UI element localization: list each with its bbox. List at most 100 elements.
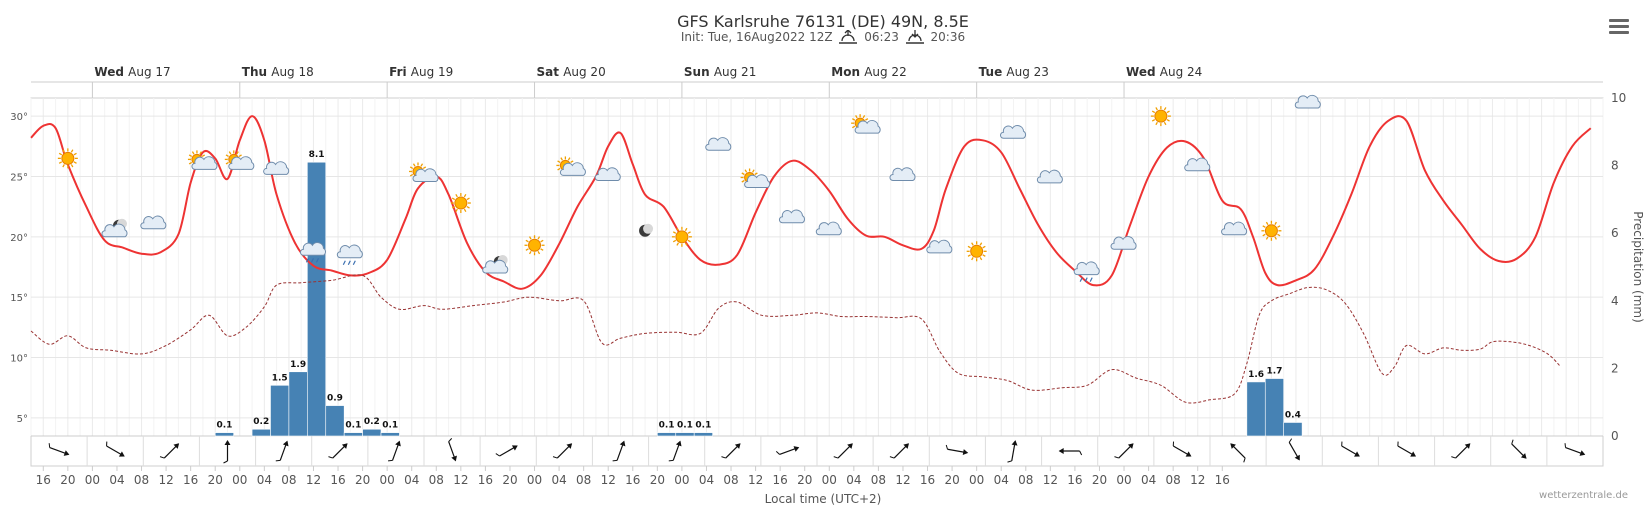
hour-tick-label: 12 xyxy=(748,473,763,487)
wind-arrow-icon xyxy=(1172,441,1192,457)
precip-value-label: 0.1 xyxy=(382,421,398,431)
dewpoint-line xyxy=(30,274,1561,404)
grid xyxy=(30,97,1604,467)
hour-tick-label: 00 xyxy=(822,473,837,487)
wind-arrow-icon xyxy=(388,440,401,462)
hour-tick-label: 16 xyxy=(183,473,198,487)
hamburger-menu-icon[interactable] xyxy=(1607,16,1631,36)
temp-tick-label: 25° xyxy=(10,172,28,183)
sun-icon xyxy=(1150,106,1171,127)
temp-tick-label: 10° xyxy=(10,354,28,365)
sun-cloud-icon xyxy=(740,168,771,188)
precip-value-label: 8.1 xyxy=(309,150,325,160)
hour-tick-label: 20 xyxy=(60,473,75,487)
chart-title: GFS Karlsruhe 76131 (DE) 49N, 8.5E xyxy=(677,12,969,31)
moon-cloud-icon xyxy=(101,218,128,238)
cloud-icon xyxy=(1000,125,1027,139)
cloud-icon xyxy=(926,239,953,254)
rain-cloud-icon xyxy=(336,244,363,265)
wind-arrow-icon xyxy=(1397,441,1417,457)
hour-tick-label: 08 xyxy=(576,473,591,487)
hour-tick-label: 04 xyxy=(1141,473,1156,487)
chart-subtitle: Init: Tue, 16Aug2022 12Z 06:23 20:36 xyxy=(0,29,1646,44)
precip-bar xyxy=(288,371,308,437)
precip-bar xyxy=(1264,378,1284,437)
wind-arrow-icon xyxy=(833,443,853,459)
hour-tick-label: 12 xyxy=(158,473,173,487)
precipitation-bars: 0.1 0.21.51.98.10.90.1 0.2 0.1 0.1 0.1 0.11.6 1… xyxy=(214,150,1303,437)
hour-tick-label: 08 xyxy=(1018,473,1033,487)
day-label-4: Sun Aug 21 xyxy=(684,65,756,79)
temp-tick-label: 20° xyxy=(10,233,28,244)
cloud-icon xyxy=(705,137,732,151)
precip-bar xyxy=(657,432,677,437)
precip-bar xyxy=(270,384,290,437)
precip-bar xyxy=(325,405,345,437)
hour-tick-label: 20 xyxy=(944,473,959,487)
wind-arrow-icon xyxy=(223,440,231,464)
wind-arrow-icon xyxy=(1058,447,1083,456)
day-label-3: Sat Aug 20 xyxy=(537,65,606,79)
cloud-icon xyxy=(779,209,805,224)
precip-bar xyxy=(380,432,400,437)
hour-tick-label: 04 xyxy=(846,473,861,487)
cloud-icon xyxy=(140,215,167,230)
cloud-icon xyxy=(594,167,621,181)
wind-arrow-icon xyxy=(1230,443,1246,463)
precip-value-label: 0.1 xyxy=(659,421,675,431)
sun-cloud-icon xyxy=(851,114,881,134)
precip-bar xyxy=(675,432,695,437)
hour-tick-label: 16 xyxy=(36,473,51,487)
day-label-2: Fri Aug 19 xyxy=(389,65,453,79)
precip-value-label: 1.7 xyxy=(1267,367,1283,377)
wind-arrow-icon xyxy=(668,440,682,462)
temp-tick-label: 30° xyxy=(10,112,28,123)
wind-row xyxy=(48,436,1586,466)
precip-bar xyxy=(214,432,234,437)
temp-tick-label: 5° xyxy=(17,414,28,425)
precip-bar xyxy=(251,428,271,437)
wind-arrow-icon xyxy=(1341,441,1360,457)
precip-bar xyxy=(693,432,713,437)
hour-tick-label: 16 xyxy=(1067,473,1082,487)
sun-cloud-icon xyxy=(556,156,586,176)
hour-tick-label: 16 xyxy=(478,473,493,487)
hour-tick-label: 20 xyxy=(650,473,665,487)
cloud-icon xyxy=(815,221,842,236)
precip-tick-label: 2 xyxy=(1611,361,1619,375)
sun-cloud-icon xyxy=(187,150,218,170)
hour-tick-label: 20 xyxy=(502,473,517,487)
day-label-7: Wed Aug 24 xyxy=(1126,65,1202,79)
precip-bar xyxy=(1246,381,1266,437)
axes: Wed Aug 17 Thu Aug 18 Fri Aug 19 Sat Aug 20… xyxy=(10,65,1645,487)
wind-arrow-icon xyxy=(106,441,125,457)
hour-tick-label: 16 xyxy=(625,473,640,487)
wind-arrow-icon xyxy=(1564,443,1586,456)
wind-arrow-icon xyxy=(275,440,289,462)
hour-tick-label: 20 xyxy=(355,473,370,487)
precip-tick-label: 4 xyxy=(1611,294,1619,308)
precip-value-label: 1.9 xyxy=(290,360,306,370)
temperature-line xyxy=(30,115,1592,290)
hour-tick-label: 04 xyxy=(551,473,566,487)
sun-icon xyxy=(671,226,692,247)
sunset-icon xyxy=(905,30,924,44)
wind-arrow-icon xyxy=(889,443,909,459)
precip-tick-label: 10 xyxy=(1611,91,1626,105)
precip-tick-label: 8 xyxy=(1611,159,1619,173)
precip-bar xyxy=(362,428,382,437)
cloud-icon xyxy=(1184,157,1211,172)
hour-tick-label: 00 xyxy=(232,473,247,487)
wind-arrow-icon xyxy=(1007,440,1018,463)
day-label-5: Mon Aug 22 xyxy=(831,65,906,79)
hour-tick-label: 12 xyxy=(1190,473,1205,487)
precip-tick-label: 0 xyxy=(1611,429,1619,443)
precip-value-label: 0.2 xyxy=(364,417,380,427)
sun-icon xyxy=(1261,220,1282,241)
cloud-icon xyxy=(1036,169,1063,184)
rain-cloud-icon xyxy=(1073,261,1100,282)
precip-bar xyxy=(1283,422,1303,437)
hour-tick-label: 20 xyxy=(208,473,223,487)
sun-icon xyxy=(966,241,987,262)
